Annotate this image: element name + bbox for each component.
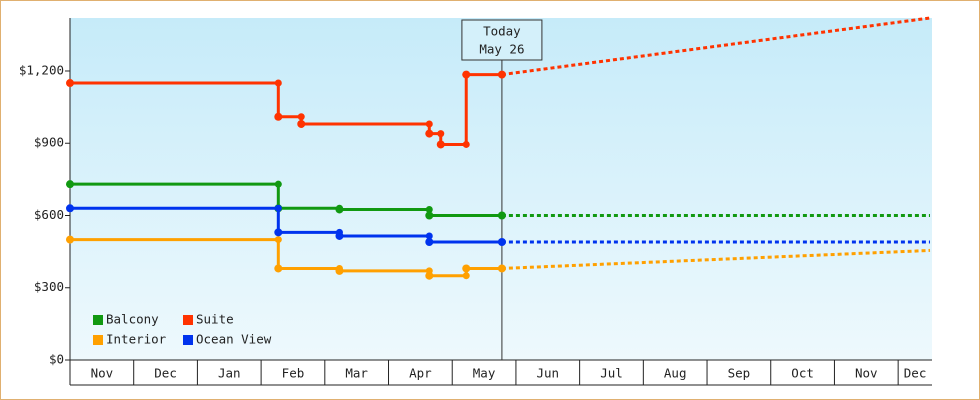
legend-swatch	[93, 315, 103, 325]
legend-label: Balcony	[106, 312, 159, 327]
price-point	[66, 204, 74, 213]
today-box	[461, 19, 543, 61]
step-corner	[274, 236, 282, 244]
legend-label: Interior	[106, 332, 167, 347]
x-tick-label: Jul	[600, 366, 623, 381]
legend-swatch	[183, 315, 193, 325]
step-corner	[274, 204, 282, 212]
x-tick-label: Aug	[664, 366, 687, 381]
price-point	[425, 271, 434, 280]
step-corner	[425, 120, 433, 128]
price-point	[274, 264, 283, 273]
price-point	[436, 140, 445, 149]
price-point	[497, 237, 506, 246]
price-point	[497, 264, 506, 273]
x-tick-label: Nov	[91, 366, 114, 381]
price-point	[497, 211, 506, 220]
price-point	[462, 264, 471, 273]
price-point	[66, 180, 74, 189]
step-corner	[297, 113, 305, 121]
step-corner	[462, 140, 470, 148]
step-corner	[274, 79, 282, 87]
x-tick-label: Jan	[218, 366, 241, 381]
x-tick-label: Feb	[282, 366, 305, 381]
legend: Balcony Suite Interior Ocean View	[93, 312, 272, 347]
y-tick-label: $900	[34, 135, 64, 150]
forecast-line	[501, 248, 931, 270]
today-label: Today	[483, 24, 521, 39]
step-corner	[425, 232, 433, 240]
plot-area	[70, 18, 932, 360]
price-point	[297, 119, 306, 128]
price-point	[335, 205, 344, 214]
step-corner	[425, 205, 433, 213]
step-corner	[274, 180, 282, 188]
price-point	[425, 129, 434, 138]
x-tick-label: Mar	[345, 366, 368, 381]
x-tick-label: May	[473, 366, 496, 381]
price-point	[335, 231, 344, 240]
price-point	[66, 79, 74, 88]
legend-label: Ocean View	[196, 332, 272, 347]
y-tick-label: $600	[34, 207, 64, 222]
y-tick-label: $300	[34, 279, 64, 294]
x-tick-label: Jun	[536, 366, 559, 381]
x-tick-label: Dec	[154, 366, 177, 381]
price-point	[462, 70, 471, 79]
x-tick-label: Apr	[409, 366, 432, 381]
x-tick-label: Oct	[791, 366, 814, 381]
price-line	[70, 73, 502, 146]
price-point	[425, 211, 434, 220]
today-label: May 26	[479, 42, 524, 57]
y-tick-label: $0	[49, 352, 64, 367]
price-point	[66, 235, 74, 244]
x-tick-label: Dec	[904, 366, 927, 381]
price-point	[274, 112, 283, 121]
step-corner	[462, 272, 470, 280]
y-tick-label: $1,200	[19, 62, 64, 77]
price-point	[425, 237, 434, 246]
legend-label: Suite	[196, 312, 234, 327]
price-point	[335, 266, 344, 275]
x-tick-label: Nov	[855, 366, 878, 381]
price-point	[274, 228, 283, 237]
forecast-line	[501, 16, 931, 77]
legend-swatch	[93, 335, 103, 345]
x-tick-label: Sep	[728, 366, 751, 381]
step-corner	[437, 130, 445, 138]
legend-swatch	[183, 335, 193, 345]
price-point	[497, 70, 506, 79]
